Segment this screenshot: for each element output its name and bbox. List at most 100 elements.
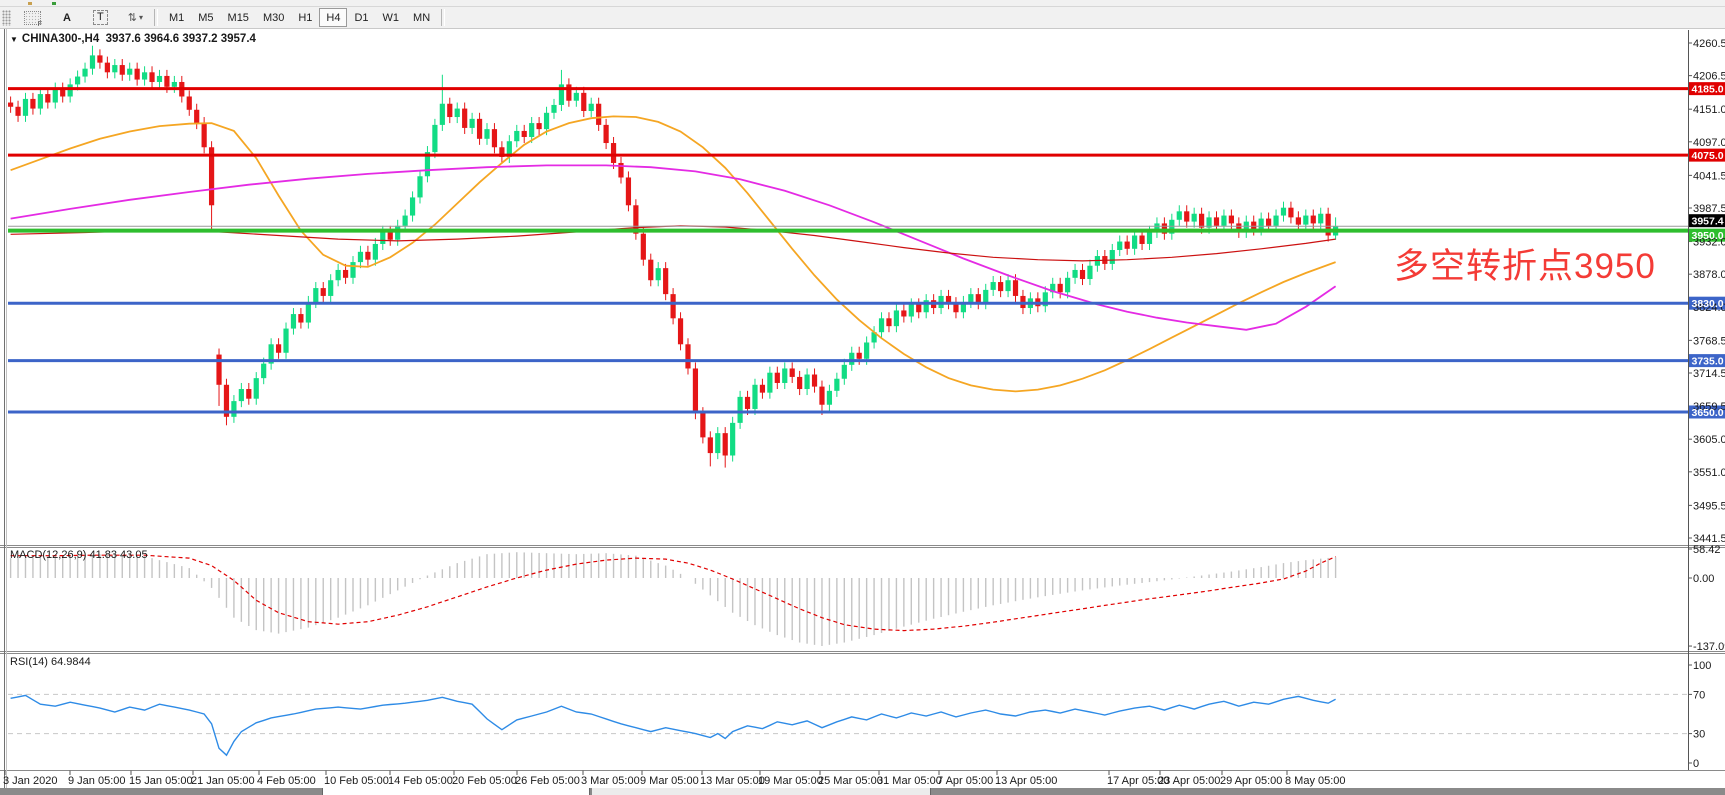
price-level-badge-text: 4075.0 [1692, 150, 1724, 162]
price-level-badge-text: 3830.0 [1692, 298, 1724, 310]
rsi-line [10, 694, 1336, 757]
time-label: 23 Apr 05:00 [1158, 775, 1220, 787]
tf-button-MN[interactable]: MN [406, 8, 437, 27]
time-label: 26 Feb 05:00 [515, 775, 580, 787]
collapse-triangle-icon[interactable]: ▼ [10, 35, 18, 44]
text-label-tool-button[interactable]: T [86, 8, 115, 27]
price-level-badge [1689, 214, 1725, 228]
macd-axis-label: 0.00 [1693, 573, 1714, 585]
font-tool-button[interactable]: A [56, 8, 78, 27]
toolbar-separator [153, 9, 158, 26]
price-tick-label: 3824.0 [1693, 302, 1725, 314]
symbol-period: CHINA300-,H4 [21, 33, 100, 45]
toolbar-remnant-icon [52, 2, 56, 5]
time-label: 9 Mar 05:00 [640, 775, 699, 787]
price-level-badge [1689, 148, 1725, 162]
tf-button-H4[interactable]: H4 [319, 8, 348, 27]
ohlc-readout: 3937.6 3964.6 3937.2 3957.4 [105, 33, 256, 45]
time-label: 14 Feb 05:00 [388, 775, 453, 787]
time-label: 13 Apr 05:00 [995, 775, 1057, 787]
MA-orange [10, 115, 1336, 393]
price-level-badge [1689, 296, 1725, 310]
toolbar-drag-handle[interactable] [2, 9, 11, 26]
rsi-axis-label: 70 [1693, 689, 1705, 701]
tf-button-W1[interactable]: W1 [376, 8, 407, 27]
price-level-badge [1689, 228, 1725, 242]
price-tick-label: 4260.5 [1693, 38, 1725, 50]
time-label: 31 Mar 05:00 [877, 775, 942, 787]
text-label-icon: T [93, 10, 108, 25]
macd-panel[interactable] [9, 552, 1337, 647]
tf-button-M5[interactable]: M5 [191, 8, 220, 27]
tf-button-M1[interactable]: M1 [162, 8, 191, 27]
font-icon: A [63, 11, 71, 24]
toolbar-separator [441, 9, 446, 26]
tf-button-M30[interactable]: M30 [256, 8, 291, 27]
time-label: 7 Apr 05:00 [937, 775, 993, 787]
price-tick-label: 3659.5 [1693, 401, 1725, 413]
time-label: 15 Jan 05:00 [129, 775, 193, 787]
price-tick-label: 3987.5 [1693, 203, 1725, 215]
annotation-text: 多空转折点3950 [1394, 247, 1656, 286]
tf-button-D1[interactable]: D1 [347, 8, 375, 27]
chevron-down-icon: ▾ [138, 13, 143, 22]
time-label: 21 Jan 05:00 [191, 775, 255, 787]
status-strip-segment [322, 788, 590, 795]
status-strip [0, 788, 1725, 795]
top-toolbar-edge [0, 0, 1725, 7]
rsi-axis-label: 30 [1693, 729, 1705, 741]
price-tick-label: 3714.5 [1693, 368, 1725, 380]
price-tick-label: 3932.0 [1693, 237, 1725, 249]
time-label: 9 Jan 05:00 [68, 775, 126, 787]
price-level-badge-text: 3957.4 [1692, 216, 1724, 228]
price-level-badge [1689, 405, 1725, 419]
chart-title: ▼ CHINA300-,H4 3937.6 3964.6 3937.2 3957.… [10, 33, 256, 45]
time-label: 13 Mar 05:00 [700, 775, 765, 787]
rsi-axis-label: 100 [1693, 660, 1711, 672]
macd-axis-label: 58.42 [1693, 544, 1721, 556]
price-level-badge [1689, 354, 1725, 368]
price-tick-label: 3768.5 [1693, 335, 1725, 347]
axes [0, 28, 1725, 788]
MA-magenta [10, 164, 1337, 331]
toolbar: F A T ⇅ ▾ M1 M5 M15 M30 H1 H4 D1 W1 MN [0, 7, 1725, 29]
main-chart-panel[interactable] [8, 45, 1688, 468]
timeframe-bar: M1 M5 M15 M30 H1 H4 D1 W1 MN [162, 8, 437, 27]
price-tick-label: 4041.5 [1693, 170, 1725, 182]
rsi-axis-label: 0 [1693, 758, 1699, 770]
price-tick-label: 3878.0 [1693, 269, 1725, 281]
grid-icon: F [24, 10, 42, 28]
time-label: 29 Apr 05:00 [1220, 775, 1282, 787]
style-arrows-icon: ⇅ [127, 12, 137, 24]
price-level-badge [1689, 82, 1725, 96]
tf-button-M15[interactable]: M15 [221, 8, 256, 27]
time-label: 20 Feb 05:00 [452, 775, 517, 787]
time-label: 19 Mar 05:00 [758, 775, 823, 787]
object-style-tool-button[interactable]: ⇅ ▾ [121, 8, 150, 27]
time-label: 3 Mar 05:00 [581, 775, 640, 787]
price-level-badge-text: 3650.0 [1692, 407, 1724, 419]
time-label: 17 Apr 05:00 [1107, 775, 1169, 787]
time-label: 8 May 05:00 [1285, 775, 1346, 787]
time-label: 25 Mar 05:00 [818, 775, 883, 787]
price-tick-label: 3441.5 [1693, 533, 1725, 545]
template-grid-button[interactable]: F [17, 8, 48, 28]
rsi-panel[interactable] [8, 693, 1688, 757]
status-strip-segment [592, 788, 931, 795]
price-tick-label: 4097.0 [1693, 137, 1725, 149]
price-tick-label: 3495.5 [1693, 500, 1725, 512]
price-level-badge-text: 3735.0 [1692, 356, 1724, 368]
time-label: 4 Feb 05:00 [257, 775, 316, 787]
time-label: 3 Jan 2020 [3, 775, 57, 787]
macd-label: MACD(12,26,9) 41.83 43.05 [10, 549, 148, 561]
toolbar-remnant-icon [28, 2, 32, 5]
tf-button-H1[interactable]: H1 [291, 8, 319, 27]
time-label: 10 Feb 05:00 [324, 775, 389, 787]
rsi-label: RSI(14) 64.9844 [10, 656, 91, 668]
price-tick-label: 3605.0 [1693, 434, 1725, 446]
macd-signal-line [10, 554, 1336, 632]
macd-axis-label: -137.09 [1693, 641, 1725, 653]
price-level-badge-text: 4185.0 [1692, 84, 1724, 96]
